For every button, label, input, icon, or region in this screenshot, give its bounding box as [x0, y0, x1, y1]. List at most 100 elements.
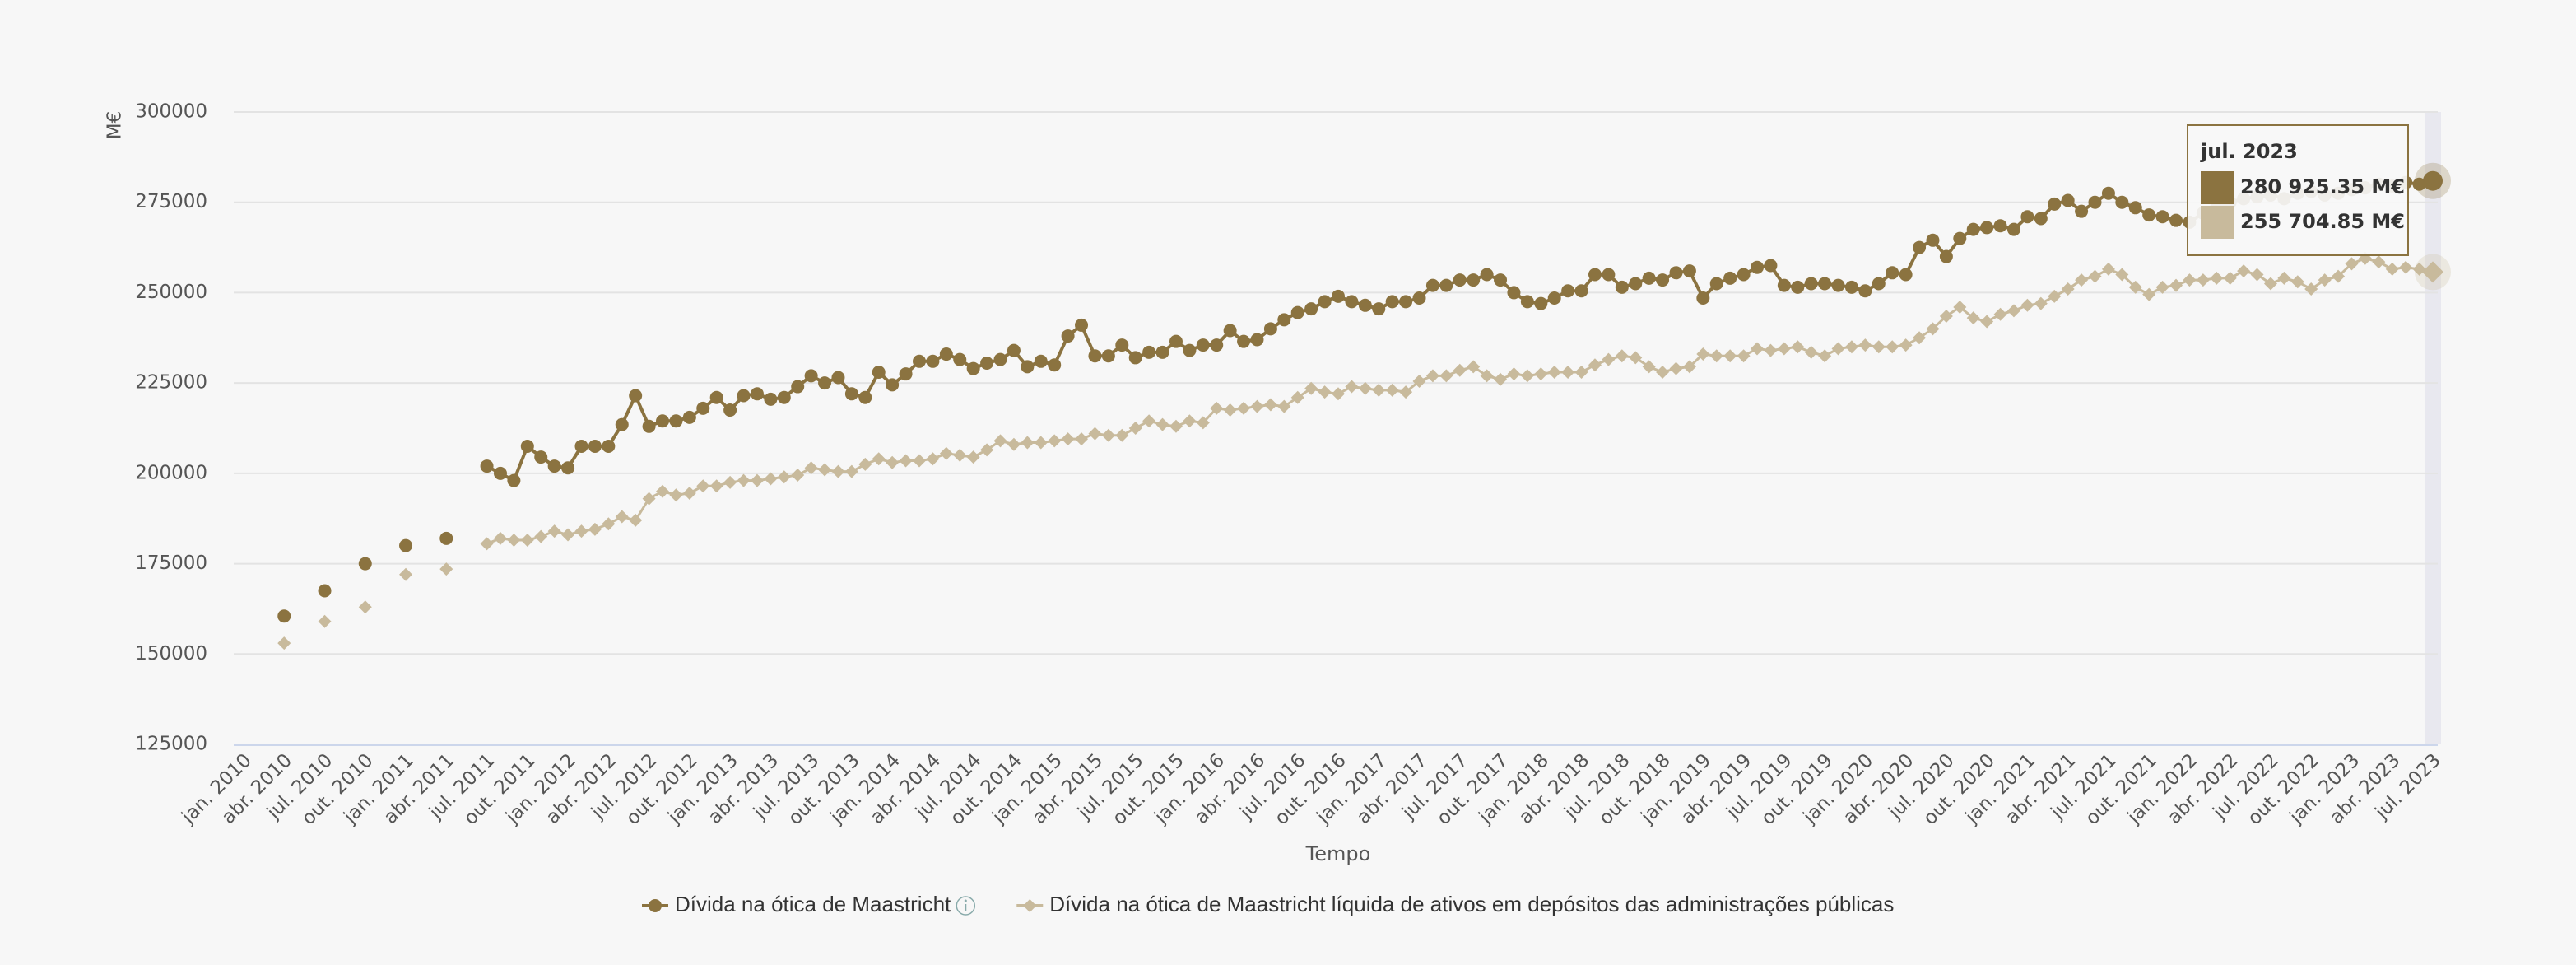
point [1358, 381, 1372, 395]
y-tick-label: 150000 [135, 643, 207, 664]
point [939, 347, 953, 361]
point [1872, 277, 1886, 291]
point [1399, 295, 1413, 309]
point [1034, 354, 1048, 368]
point [912, 354, 926, 368]
point [1723, 271, 1737, 285]
point [2290, 275, 2304, 289]
point [872, 452, 886, 466]
point [1155, 417, 1169, 431]
point [318, 614, 332, 628]
hover-band [2425, 112, 2441, 744]
point [1142, 414, 1156, 428]
legend-item[interactable]: Dívida na ótica de Maastricht líquida de… [1016, 892, 1894, 916]
point [1507, 286, 1521, 300]
point [615, 417, 629, 431]
point [1007, 437, 1021, 451]
point [764, 392, 778, 406]
point [602, 517, 616, 531]
point [574, 439, 588, 453]
point [764, 472, 778, 486]
point [2101, 186, 2115, 200]
point [547, 524, 561, 538]
point [682, 410, 696, 424]
point [2048, 289, 2062, 303]
point [1034, 436, 1048, 450]
point [534, 450, 548, 464]
point [1142, 345, 1156, 359]
point [2263, 277, 2277, 291]
point [2345, 257, 2359, 271]
point [2169, 278, 2183, 292]
point [1169, 334, 1183, 348]
point [1886, 266, 1899, 280]
point [2399, 260, 2413, 274]
point [1913, 240, 1927, 254]
point [1345, 380, 1359, 394]
point [1277, 313, 1291, 327]
point [1939, 249, 1953, 263]
point [1128, 422, 1142, 435]
point [602, 439, 616, 453]
point [1169, 419, 1183, 433]
info-icon [956, 896, 976, 916]
point [493, 531, 507, 545]
point [1372, 302, 1386, 316]
point [1899, 268, 1913, 282]
y-tick-label: 175000 [135, 552, 207, 574]
point [1318, 295, 1332, 309]
point [818, 376, 832, 390]
point [1520, 369, 1534, 383]
point [1088, 349, 1102, 363]
tooltip: jul. 2023 280 925.35 M€ 255 704.85 M€ [2187, 124, 2409, 256]
point [2101, 262, 2115, 276]
point [1425, 369, 1439, 383]
point [277, 609, 291, 623]
point [1858, 284, 1872, 298]
point [899, 454, 913, 468]
point [953, 352, 967, 366]
point [2075, 204, 2089, 218]
point [277, 636, 291, 650]
point [804, 461, 818, 475]
point [1751, 342, 1765, 356]
point [1737, 349, 1751, 363]
point [1696, 291, 1710, 305]
y-tick-label: 225000 [135, 372, 207, 394]
point [723, 403, 737, 417]
point [1656, 365, 1670, 379]
point [844, 387, 858, 401]
point [1101, 428, 1115, 442]
point [709, 479, 723, 493]
point [1345, 295, 1359, 309]
point [1791, 280, 1805, 294]
point [2385, 262, 2399, 276]
point [439, 562, 453, 576]
point [2169, 213, 2183, 227]
point [1439, 278, 1453, 292]
legend-item[interactable]: Dívida na ótica de Maastricht [642, 892, 976, 916]
point [1966, 311, 1980, 325]
point [1818, 277, 1832, 291]
point [2088, 269, 2102, 283]
point [1453, 363, 1467, 377]
point [777, 470, 791, 484]
point [656, 484, 670, 498]
legend-label: Dívida na ótica de Maastricht líquida de… [1049, 892, 1894, 916]
point [1358, 298, 1372, 312]
point [2034, 212, 2048, 226]
point [629, 389, 643, 403]
point [1425, 278, 1439, 292]
point [1547, 291, 1561, 305]
point [669, 488, 683, 502]
point [2412, 177, 2426, 191]
point [2237, 264, 2251, 278]
point [1075, 318, 1089, 332]
point [1764, 259, 1778, 273]
point [561, 528, 575, 542]
point [966, 361, 980, 375]
point [804, 369, 818, 383]
point [547, 459, 561, 473]
point [2155, 210, 2169, 224]
